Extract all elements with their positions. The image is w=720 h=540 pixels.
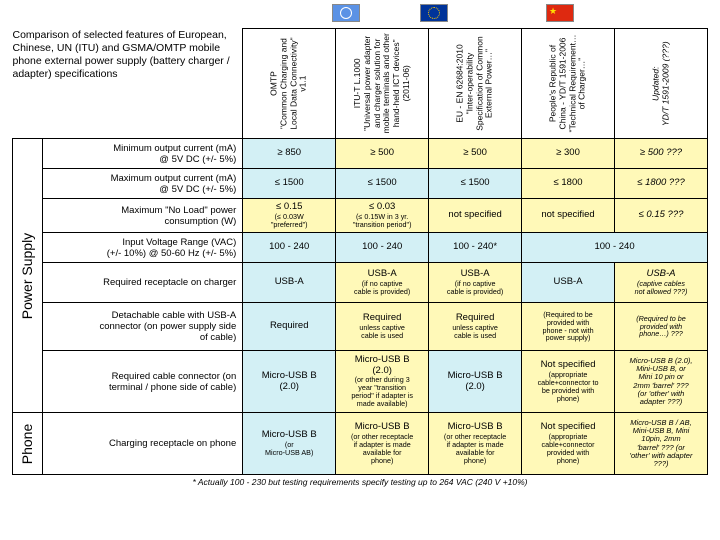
col-head-omtp: OMTP"Common Charging andLocal Data Conne… [270,37,309,129]
cell: 100 - 240 [522,233,708,263]
col-head-eu: EU - EN 62684:2010"Inter-operabilitySpec… [456,36,495,131]
cell: USB-A(if no captivecable is provided) [336,263,429,303]
cell: Micro-USB B(2.0)(or other during 3year "… [336,351,429,413]
cell: USB-A [522,263,615,303]
row-label: Charging receptacle on phone [42,413,243,475]
cell: ≥ 300 [522,139,615,169]
cell: Micro-USB B(or other receptacleif adapte… [429,413,522,475]
cell: 100 - 240* [429,233,522,263]
cell: ≥ 500 [336,139,429,169]
cell: ≤ 1500 [243,169,336,199]
cell: ≤ 0.03(≤ 0.15W in 3 yr."transition perio… [336,199,429,233]
cell: ≤ 1500 [429,169,522,199]
footnote: * Actually 100 - 230 but testing require… [12,477,708,487]
cell: ≥ 500 [429,139,522,169]
cell: USB-A(captive cablesnot allowed ???) [615,263,708,303]
cell: Not specified(appropriatecable+connector… [522,413,615,475]
cell: (Required to beprovided withphone…) ??? [615,303,708,351]
col-head-itu: ITU-T L.1000"Universal power adapterand … [353,33,412,133]
row-label: Maximum "No Load" powerconsumption (W) [42,199,243,233]
cell: Requiredunless captivecable is used [429,303,522,351]
cell: ≤ 1800 [522,169,615,199]
section-power-supply: Power Supply [19,232,35,318]
section-phone: Phone [19,423,35,463]
cell: Micro-USB B(orMicro-USB AB) [243,413,336,475]
col-head-china-upd: Updated:YD/T 1591-2009 (???) [651,41,671,126]
cell: not specified [522,199,615,233]
cell: (Required to beprovided withphone - not … [522,303,615,351]
cell: ≤ 1800 ??? [615,169,708,199]
cell: Micro-USB B(2.0) [243,351,336,413]
cell: ≤ 0.15 ??? [615,199,708,233]
cell: Micro-USB B(or other receptacleif adapte… [336,413,429,475]
cell: USB-A [243,263,336,303]
row-label: Input Voltage Range (VAC)(+/- 10%) @ 50-… [42,233,243,263]
row-label: Required receptacle on charger [42,263,243,303]
cell: Micro-USB B(2.0) [429,351,522,413]
cell: Required [243,303,336,351]
cell: Not specified(appropriatecable+connector… [522,351,615,413]
col-head-china: People's Republic ofChina - YD/T 1591-20… [549,35,588,133]
row-label: Maximum output current (mA)@ 5V DC (+/- … [42,169,243,199]
cell: USB-A(if no captivecable is provided) [429,263,522,303]
cell: Micro-USB B / AB,Mini-USB B, Mini10pin, … [615,413,708,475]
cell: 100 - 240 [336,233,429,263]
flag-eu-icon [420,4,448,22]
cell: Micro-USB B (2.0),Mini-USB B, orMini 10 … [615,351,708,413]
flag-cn-icon [546,4,574,22]
row-label: Required cable connector (onterminal / p… [42,351,243,413]
flag-un-icon [332,4,360,22]
cell: ≥ 850 [243,139,336,169]
page-title: Comparison of selected features of Europ… [13,29,243,139]
cell: ≤ 0.15(≤ 0.03W"preferred") [243,199,336,233]
cell: 100 - 240 [243,233,336,263]
cell: ≤ 1500 [336,169,429,199]
cell: not specified [429,199,522,233]
cell: ≥ 500 ??? [615,139,708,169]
row-label: Detachable cable with USB-Aconnector (on… [42,303,243,351]
row-label: Minimum output current (mA)@ 5V DC (+/- … [42,139,243,169]
cell: Requiredunless captivecable is used [336,303,429,351]
comparison-table: Comparison of selected features of Europ… [12,28,708,475]
